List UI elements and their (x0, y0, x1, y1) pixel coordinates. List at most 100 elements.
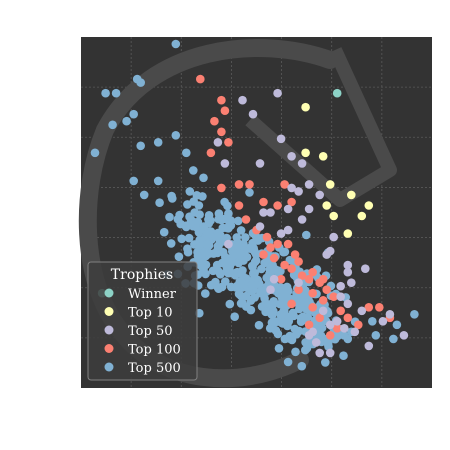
point-top-100 (297, 271, 307, 281)
point-top-100 (220, 106, 230, 115)
point-top-100 (329, 292, 339, 302)
point-top-100 (318, 296, 328, 305)
point-top-100 (375, 303, 384, 312)
point-top-500 (198, 192, 207, 201)
point-top-100 (325, 331, 335, 340)
point-top-50 (343, 267, 353, 277)
point-top-50 (364, 341, 374, 351)
point-top-100 (280, 260, 289, 270)
point-top-100 (308, 267, 318, 277)
point-top-500 (299, 315, 308, 325)
point-top-500 (339, 351, 348, 361)
point-top-500 (139, 190, 149, 200)
point-top-500 (274, 344, 284, 353)
point-top-500 (189, 197, 198, 206)
legend-title: Trophies (111, 267, 173, 283)
point-top-500 (279, 247, 288, 257)
point-top-500 (233, 216, 243, 226)
point-top-500 (226, 282, 236, 292)
point-top-100 (273, 239, 282, 249)
point-top-500 (239, 256, 248, 265)
point-top-100 (287, 299, 296, 309)
point-top-100 (304, 274, 314, 284)
point-top-50 (276, 134, 286, 144)
point-top-50 (308, 327, 318, 337)
point-top-10 (301, 102, 310, 112)
point-top-500 (155, 198, 164, 207)
point-top-500 (213, 228, 223, 238)
point-top-500 (199, 265, 208, 274)
legend-label-top-50: Top 50 (128, 324, 172, 339)
point-top-50 (385, 310, 395, 319)
point-top-100 (269, 253, 279, 263)
point-top-500 (231, 249, 240, 259)
point-top-500 (165, 212, 174, 222)
point-top-500 (226, 216, 236, 225)
point-top-100 (217, 95, 226, 105)
point-top-500 (189, 166, 198, 175)
point-top-50 (294, 278, 303, 288)
point-top-500 (371, 331, 381, 340)
point-top-100 (343, 313, 353, 323)
point-top-500 (247, 280, 257, 290)
point-top-500 (270, 318, 280, 327)
point-top-50 (378, 317, 388, 326)
point-top-50 (304, 180, 314, 189)
point-top-500 (258, 290, 268, 299)
point-top-500 (214, 241, 223, 251)
point-top-500 (129, 176, 138, 186)
point-top-500 (392, 320, 402, 330)
point-top-50 (315, 190, 325, 200)
point-top-500 (177, 234, 186, 244)
point-top-100 (266, 243, 275, 252)
point-top-500 (136, 141, 145, 151)
point-top-500 (199, 173, 208, 183)
data-points (90, 39, 419, 371)
point-top-500 (185, 212, 194, 221)
point-top-500 (248, 261, 257, 271)
point-top-50 (255, 222, 265, 231)
point-top-100 (322, 285, 332, 295)
point-top-100 (354, 320, 363, 330)
point-top-50 (311, 338, 321, 347)
point-top-500 (276, 310, 286, 319)
point-top-500 (317, 323, 327, 333)
point-top-100 (234, 180, 244, 189)
point-top-10 (301, 148, 310, 158)
point-top-500 (129, 109, 138, 119)
point-top-10 (325, 180, 335, 189)
point-top-100 (234, 201, 244, 210)
point-top-500 (321, 358, 330, 367)
point-top-500 (230, 312, 239, 322)
point-top-500 (182, 148, 191, 158)
point-top-500 (237, 267, 246, 277)
point-top-10 (357, 211, 367, 221)
point-top-10 (343, 229, 353, 238)
point-top-500 (111, 88, 121, 98)
point-top-500 (136, 78, 145, 87)
point-top-50 (213, 138, 223, 147)
point-top-500 (301, 345, 310, 355)
point-top-100 (217, 183, 226, 193)
point-top-500 (183, 247, 193, 257)
point-top-50 (329, 232, 339, 242)
point-top-10 (322, 201, 332, 210)
point-top-50 (220, 159, 230, 168)
point-top-500 (294, 326, 304, 336)
point-top-50 (399, 331, 409, 340)
point-top-500 (159, 227, 169, 237)
point-top-500 (280, 287, 289, 297)
point-top-100 (241, 215, 251, 224)
watermark-stroke (245, 47, 397, 207)
point-top-50 (325, 348, 335, 358)
point-top-500 (339, 331, 349, 340)
point-top-50 (283, 204, 293, 214)
legend-label-top-100: Top 100 (128, 343, 181, 358)
point-top-500 (410, 310, 419, 319)
point-top-100 (224, 138, 233, 147)
point-top-50 (283, 225, 293, 235)
point-top-500 (236, 299, 246, 308)
point-top-500 (225, 299, 235, 309)
point-top-100 (294, 257, 303, 266)
point-top-10 (329, 211, 339, 221)
